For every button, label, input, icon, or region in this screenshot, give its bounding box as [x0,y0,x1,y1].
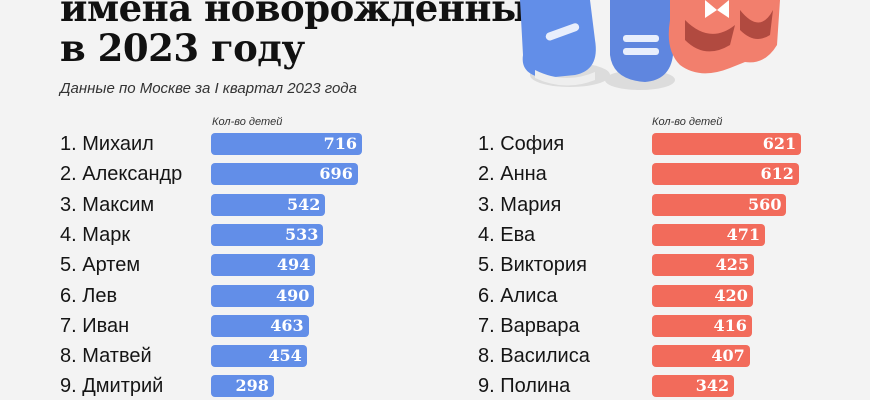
data-label: 716 [323,134,358,153]
data-label: 420 [714,285,748,305]
data-label: 471 [726,224,761,244]
data-label: 533 [285,224,319,244]
bar: 542 [211,193,326,216]
category-label: 6. Алиса [478,284,558,307]
bar: 416 [652,314,752,337]
category-label: 9. Дмитрий [60,375,164,398]
category-label: 4. Марк [60,223,131,246]
bar: 342 [652,375,735,398]
bar: 716 [211,133,363,155]
bar: 463 [211,314,309,337]
data-label: 542 [286,194,321,214]
data-label: 454 [268,346,302,366]
bar: 696 [211,163,358,186]
data-label: 425 [715,255,750,275]
data-label: 298 [235,376,269,396]
category-label: 9. Полина [478,375,571,398]
bar: 612 [652,163,799,186]
title-line-1: имена новорожденных [60,0,550,30]
category-label: 8. Матвей [60,345,152,368]
data-label: 621 [762,134,797,153]
data-label: 612 [760,164,794,184]
category-label: 5. Виктория [478,254,587,277]
category-label: 7. Иван [60,314,130,337]
category-label: 3. Максим [60,193,155,216]
bar: 454 [211,345,307,368]
bar: 560 [652,193,787,216]
data-label: 490 [275,285,310,305]
baby-shoes-illustration [520,0,780,90]
category-label: 2. Анна [478,163,547,186]
subtitle: Данные по Москве за I квартал 2023 года [60,80,357,97]
category-label: 1. Михаил [60,133,154,155]
bar: 621 [652,133,802,155]
bar: 471 [652,223,766,246]
x-axis-label: Кол-во детей [212,116,283,128]
category-label: 4. Ева [478,223,536,246]
data-label: 342 [695,376,730,396]
data-label: 407 [711,346,745,366]
category-label: 2. Александр [60,163,183,186]
bar: 425 [652,254,755,277]
data-label: 416 [713,315,747,335]
bar: 490 [211,284,315,307]
bar: 420 [652,284,753,307]
bar: 494 [211,254,316,277]
category-label: 5. Артем [60,254,141,277]
category-label: 1. София [478,133,565,155]
category-label: 8. Василиса [478,345,590,368]
category-label: 7. Варвара [478,314,580,337]
data-label: 560 [748,194,782,214]
bar: 407 [652,345,750,368]
x-axis-label: Кол-во детей [652,116,723,128]
data-label: 696 [319,164,353,184]
data-label: 494 [276,255,311,275]
category-label: 3. Мария [478,193,562,216]
bar: 298 [211,375,274,398]
data-label: 463 [270,315,304,335]
category-label: 6. Лев [60,284,118,307]
title-line-2: в 2023 году [60,26,305,70]
bar: 533 [211,223,324,246]
